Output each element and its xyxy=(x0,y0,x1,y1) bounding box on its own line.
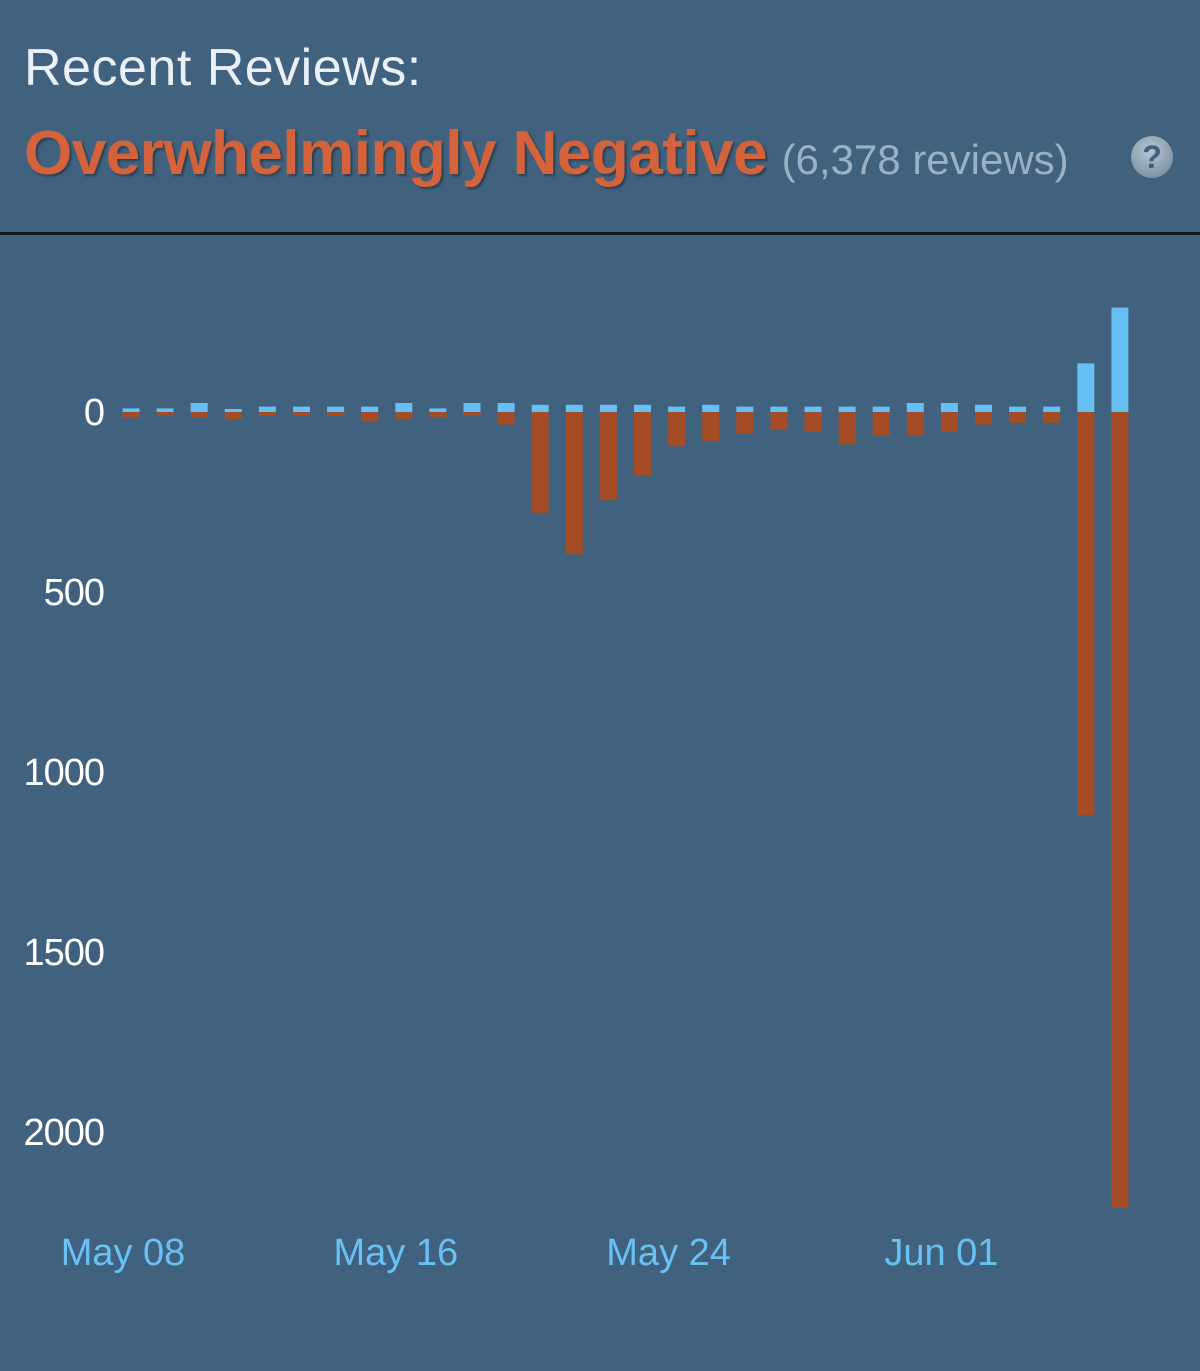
negative-review-bar[interactable] xyxy=(327,412,345,416)
positive-review-bar[interactable] xyxy=(463,403,481,412)
positive-review-bar[interactable] xyxy=(531,404,549,412)
negative-review-bar[interactable] xyxy=(1043,412,1061,423)
negative-review-bar[interactable] xyxy=(565,412,583,555)
positive-review-bar[interactable] xyxy=(497,403,515,412)
positive-review-bar[interactable] xyxy=(156,408,174,412)
negative-review-bar[interactable] xyxy=(940,412,958,432)
positive-review-bar[interactable] xyxy=(293,406,310,412)
question-mark-icon[interactable]: ? xyxy=(1131,136,1173,178)
negative-review-bar[interactable] xyxy=(770,412,788,430)
negative-review-bar[interactable] xyxy=(190,412,208,418)
positive-review-bar[interactable] xyxy=(1009,406,1027,412)
negative-review-bar[interactable] xyxy=(463,412,481,416)
negative-review-bar[interactable] xyxy=(702,412,720,441)
negative-review-bar[interactable] xyxy=(804,412,822,432)
negative-review-bar[interactable] xyxy=(395,412,413,420)
negative-review-bar[interactable] xyxy=(258,412,276,416)
review-count: (6,378 reviews) xyxy=(781,136,1069,183)
negative-review-bar[interactable] xyxy=(429,412,447,418)
negative-review-bar[interactable] xyxy=(1009,412,1027,423)
negative-review-bar[interactable] xyxy=(122,412,140,418)
x-tick-label: May 24 xyxy=(606,1232,731,1274)
review-histogram-chart: 0 500 1000 1500 2000 May 08 May 16 May 24 Jun 0… xyxy=(23,307,1129,1274)
positive-review-bar[interactable] xyxy=(975,404,992,412)
negative-review-bar[interactable] xyxy=(634,412,651,475)
positive-review-bar[interactable] xyxy=(736,406,754,412)
positive-review-bar[interactable] xyxy=(872,406,890,412)
positive-review-bar[interactable] xyxy=(1111,307,1129,412)
positive-review-bar[interactable] xyxy=(668,406,686,412)
positive-review-bar[interactable] xyxy=(224,409,242,412)
review-summary-row: Overwhelmingly Negative (6,378 reviews) xyxy=(24,118,1069,189)
negative-review-bar[interactable] xyxy=(531,412,549,513)
positive-review-bar[interactable] xyxy=(634,404,651,412)
negative-review-bar[interactable] xyxy=(361,412,379,421)
header-divider xyxy=(0,232,1200,235)
x-tick-label: May 08 xyxy=(61,1232,186,1274)
negative-review-bar[interactable] xyxy=(906,412,924,436)
positive-review-bar[interactable] xyxy=(1043,406,1061,412)
negative-review-bar[interactable] xyxy=(599,412,617,501)
positive-review-bar[interactable] xyxy=(429,408,447,412)
positive-review-bar[interactable] xyxy=(565,404,583,412)
negative-review-bar[interactable] xyxy=(668,412,686,447)
negative-review-bar[interactable] xyxy=(224,412,242,420)
positive-review-bar[interactable] xyxy=(190,403,208,412)
positive-review-bar[interactable] xyxy=(838,406,856,412)
positive-review-bar[interactable] xyxy=(940,403,958,412)
positive-review-bar[interactable] xyxy=(327,406,345,412)
positive-review-bar[interactable] xyxy=(906,403,924,412)
y-tick-label: 0 xyxy=(84,392,104,434)
positive-review-bar[interactable] xyxy=(804,406,822,412)
positive-review-bar[interactable] xyxy=(702,404,720,412)
recent-reviews-label: Recent Reviews: xyxy=(24,39,422,97)
y-tick-label: 500 xyxy=(44,572,104,614)
negative-review-bar[interactable] xyxy=(1077,412,1095,816)
x-tick-label: Jun 01 xyxy=(884,1232,998,1274)
positive-review-bar[interactable] xyxy=(361,406,379,412)
negative-review-bar[interactable] xyxy=(872,412,890,436)
positive-review-bar[interactable] xyxy=(395,403,413,412)
y-tick-label: 1000 xyxy=(23,752,104,794)
negative-review-bar[interactable] xyxy=(1111,412,1129,1208)
y-tick-label: 1500 xyxy=(23,932,104,974)
x-tick-label: May 16 xyxy=(333,1232,458,1274)
negative-review-bar[interactable] xyxy=(497,412,515,425)
negative-review-bar[interactable] xyxy=(975,412,992,425)
positive-review-bar[interactable] xyxy=(599,404,617,412)
negative-review-bar[interactable] xyxy=(156,412,174,416)
negative-review-bar[interactable] xyxy=(736,412,754,434)
y-tick-label: 2000 xyxy=(23,1112,104,1154)
negative-review-bar[interactable] xyxy=(838,412,856,445)
positive-review-bar[interactable] xyxy=(258,406,276,412)
review-summary-rating[interactable]: Overwhelmingly Negative xyxy=(24,119,768,188)
positive-review-bar[interactable] xyxy=(770,406,788,412)
positive-review-bar[interactable] xyxy=(1077,363,1095,412)
positive-review-bar[interactable] xyxy=(122,408,140,412)
negative-review-bar[interactable] xyxy=(293,412,310,416)
review-summary-header: Recent Reviews: Overwhelmingly Negative … xyxy=(0,0,1200,233)
